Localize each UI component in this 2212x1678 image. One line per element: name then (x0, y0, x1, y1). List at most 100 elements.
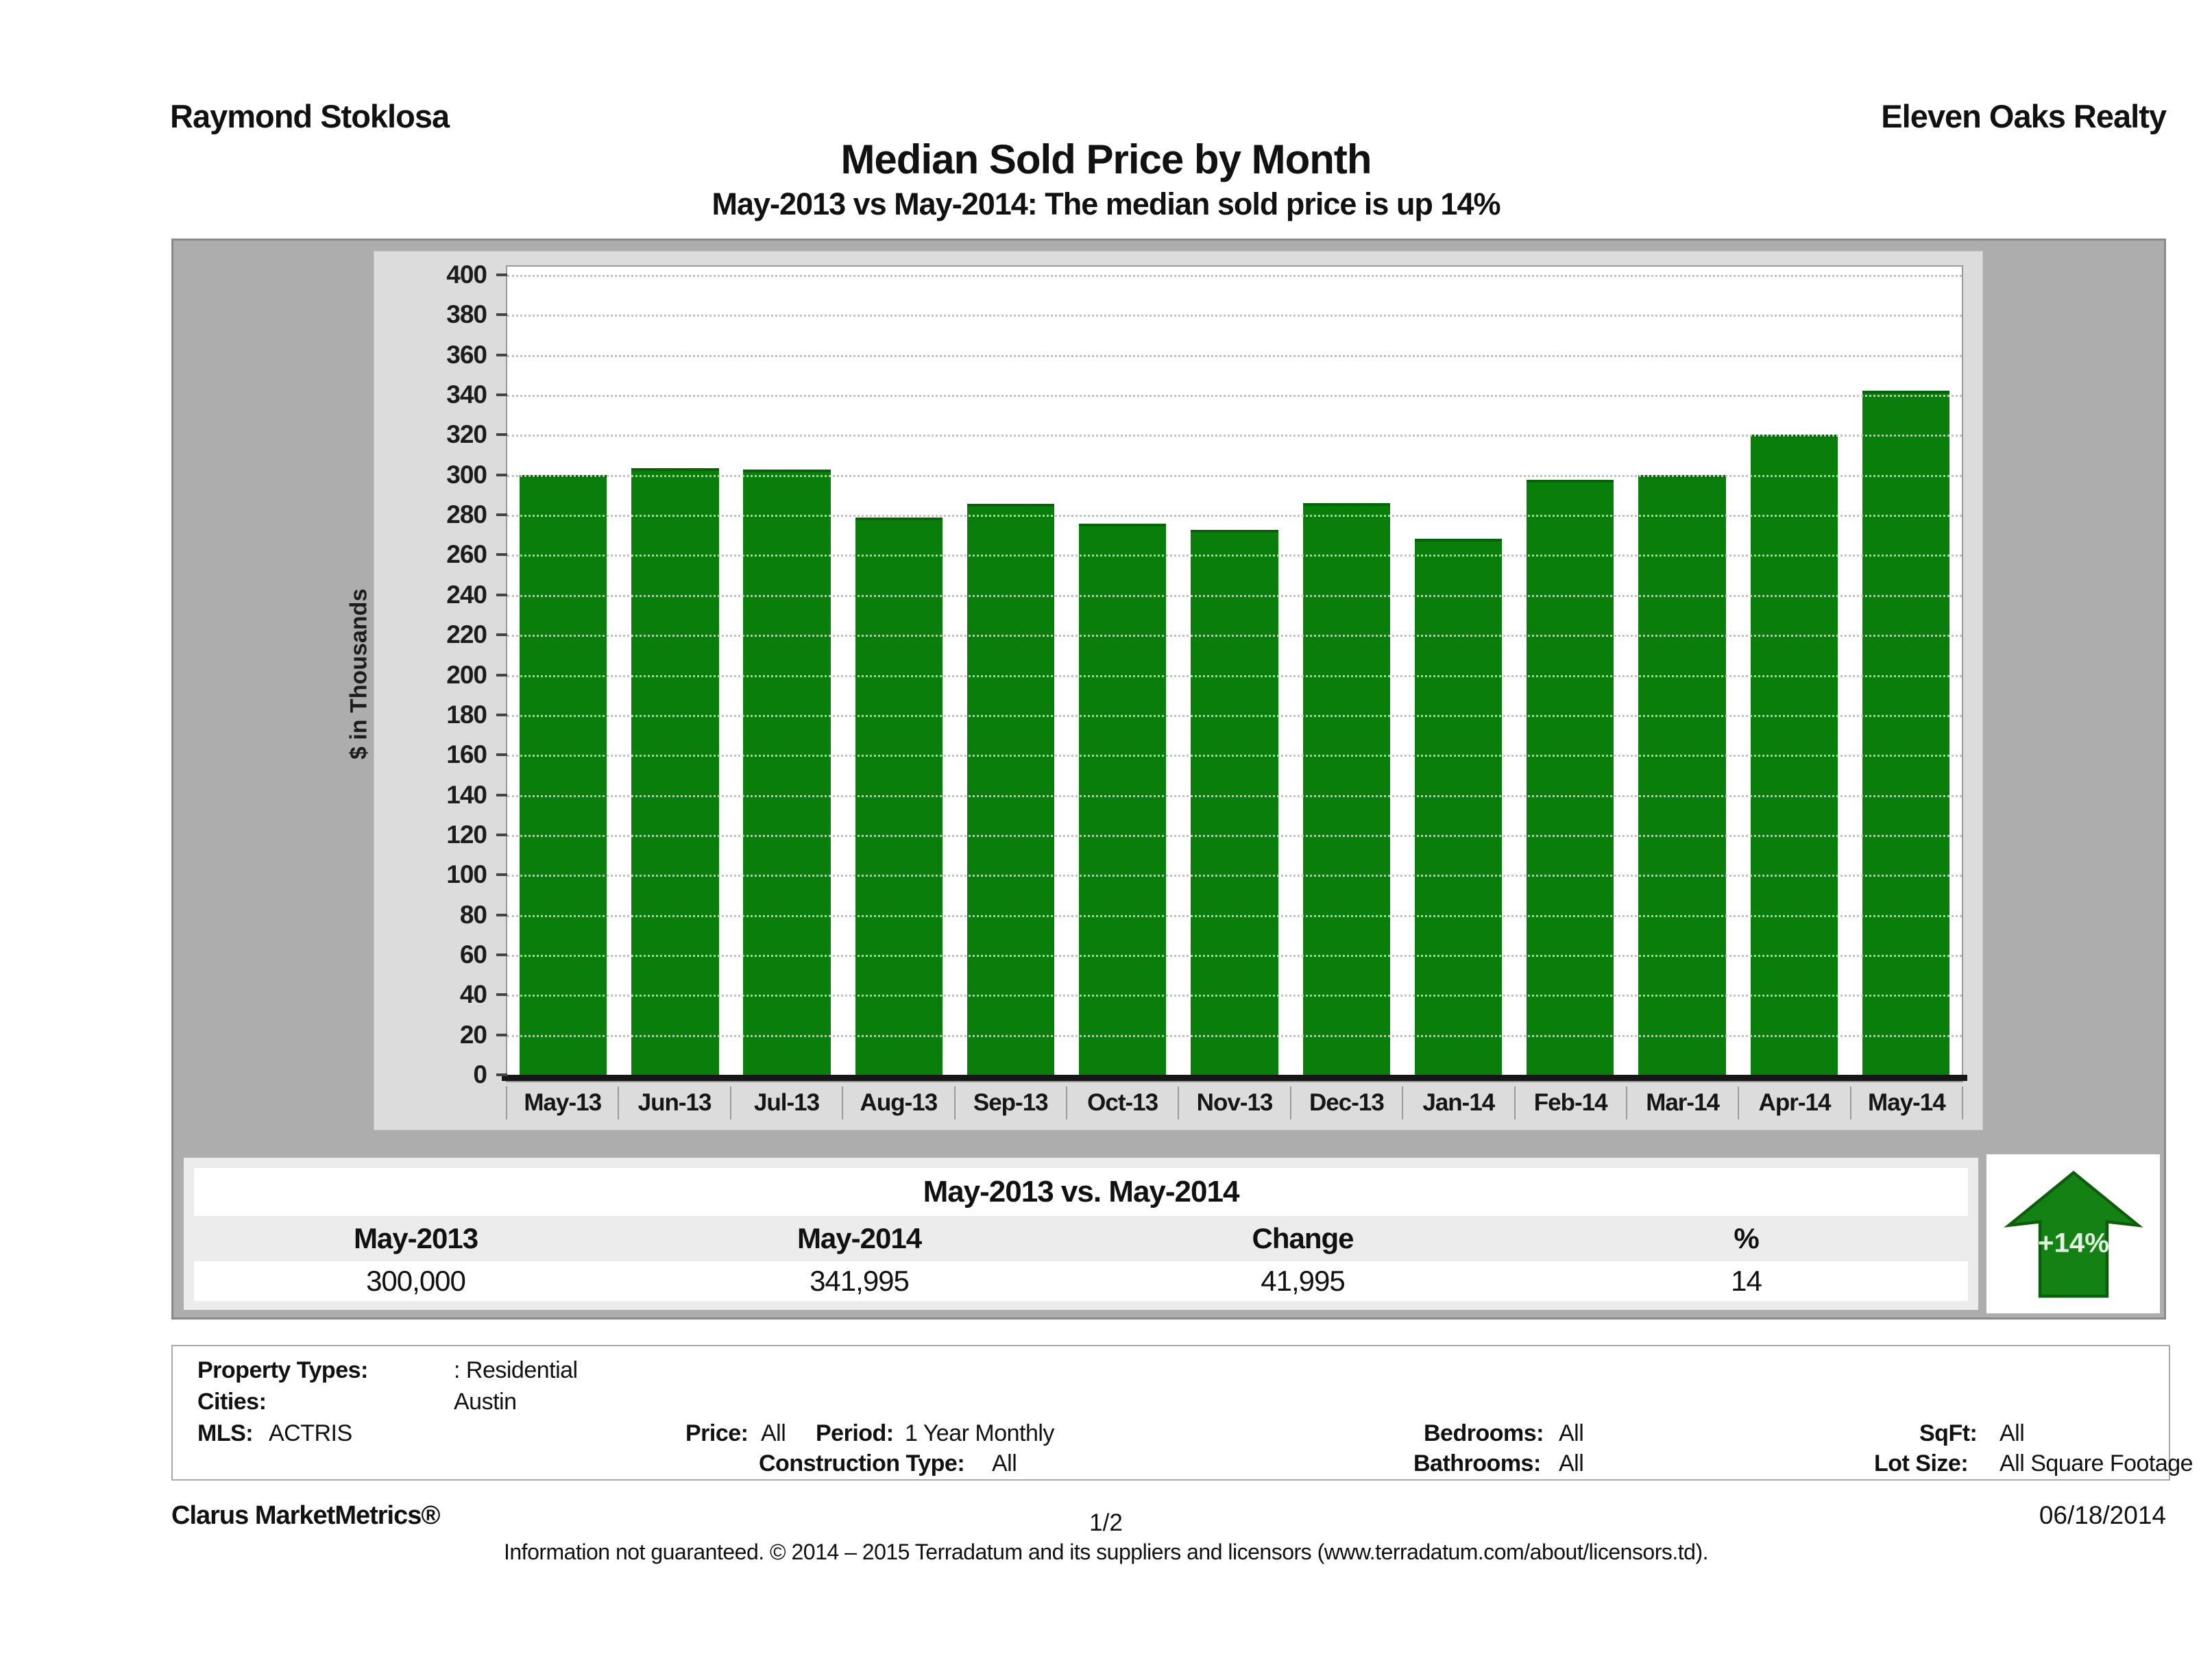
y-tick-mark-240 (496, 593, 507, 596)
y-tick-mark-20 (496, 1033, 507, 1036)
gridline-60 (507, 954, 1962, 957)
summary-col-value-1: 341,995 (810, 1265, 910, 1297)
plot-area: $ in Thousands 0 20 40 60 80 100 120 140 160 180 2… (346, 262, 1967, 1088)
y-tick-mark-180 (496, 713, 507, 716)
chart-frame: $ in Thousands 0 20 40 60 80 100 120 140 160 180 2… (171, 239, 2166, 1320)
bar-slot-Jun-13 (619, 267, 731, 1075)
x-tick-label-Dec-13: Dec-13 (1291, 1086, 1404, 1119)
bar-Jul-13 (743, 470, 831, 1075)
y-tick-label-0: 0 (473, 1060, 487, 1089)
disclaimer-text: Information not guaranteed. © 2014 – 201… (503, 1540, 1709, 1564)
construction-label: Construction Type: (759, 1450, 965, 1476)
bars-row (507, 267, 1962, 1075)
y-tick-label-160: 160 (446, 740, 487, 769)
gridline-200 (507, 674, 1962, 677)
y-axis-title: $ in Thousands (345, 588, 372, 759)
up-arrow-icon: +14% (2003, 1170, 2143, 1298)
gridline-260 (507, 555, 1962, 557)
x-tick-label-Mar-14: Mar-14 (1627, 1086, 1740, 1119)
gridline-40 (507, 995, 1962, 997)
y-tick-label-220: 220 (446, 620, 487, 649)
y-tick-label-300: 300 (446, 460, 487, 489)
gridline-400 (507, 275, 1962, 277)
y-tick-label-180: 180 (446, 700, 487, 729)
summary-col-header-0: May-2013 (353, 1222, 478, 1254)
x-tick-label-Oct-13: Oct-13 (1067, 1086, 1180, 1119)
y-tick-label-260: 260 (446, 540, 487, 569)
period-value: 1 Year Monthly (905, 1420, 1054, 1446)
y-tick-mark-80 (496, 913, 507, 916)
bar-Dec-13 (1302, 502, 1390, 1075)
y-tick-label-120: 120 (446, 820, 487, 849)
x-tick-label-Nov-13: Nov-13 (1179, 1086, 1291, 1119)
trend-arrow-box: +14% (1986, 1154, 2160, 1313)
bar-slot-Feb-14 (1514, 267, 1626, 1075)
y-tick-label-140: 140 (446, 780, 487, 809)
gridline-120 (507, 834, 1962, 837)
summary-col-value-2: 41,995 (1261, 1265, 1345, 1297)
gridline-160 (507, 755, 1962, 757)
y-tick-label-20: 20 (459, 1020, 487, 1049)
x-tick-label-Jul-13: Jul-13 (731, 1086, 844, 1119)
x-tick-label-Feb-14: Feb-14 (1516, 1086, 1627, 1119)
gridline-320 (507, 435, 1962, 437)
bar-slot-Sep-13 (955, 267, 1067, 1075)
summary-col-header-2: Change (1252, 1222, 1354, 1254)
price-value: All (761, 1420, 786, 1446)
summary-table-headers: May-2013 May-2014 Change% (194, 1216, 1968, 1261)
bar-Oct-13 (1079, 524, 1167, 1075)
summary-col-header-3: % (1734, 1222, 1759, 1254)
y-tick-label-320: 320 (446, 420, 487, 449)
x-axis-labels: May-13 Jun-13 Jul-13 Aug-13 Sep-13 Oct-13 Nov-… (506, 1086, 1964, 1119)
gridline-340 (507, 395, 1962, 398)
x-tick-label-Jun-13: Jun-13 (619, 1086, 731, 1119)
gridline-20 (507, 1034, 1962, 1037)
bar-Mar-14 (1638, 474, 1726, 1075)
summary-col-value-0: 300,000 (366, 1265, 466, 1297)
bar-slot-Jul-13 (731, 267, 842, 1075)
bar-slot-May-14 (1850, 267, 1962, 1075)
property-types-value: : Residential (454, 1357, 578, 1383)
bathrooms-value: All (1559, 1450, 1584, 1476)
y-tick-label-40: 40 (459, 980, 487, 1009)
sqft-value: All (2000, 1420, 2025, 1446)
gridline-80 (507, 914, 1962, 917)
trend-arrow-label: +14% (2037, 1227, 2108, 1258)
summary-table: May-2013 vs. May-2014 May-2013 May-2014 Ch… (184, 1158, 1978, 1310)
gridline-100 (507, 875, 1962, 877)
y-tick-label-380: 380 (446, 300, 487, 329)
period-label: Period: (816, 1420, 894, 1446)
y-tick-label-80: 80 (459, 900, 487, 929)
y-tick-mark-60 (496, 953, 507, 956)
bedrooms-value: All (1559, 1420, 1584, 1446)
y-tick-mark-160 (496, 753, 507, 757)
agent-name: Raymond Stoklosa (170, 98, 450, 134)
price-label: Price: (685, 1420, 749, 1446)
mls-value: ACTRIS (269, 1420, 352, 1446)
bar-slot-Oct-13 (1067, 267, 1178, 1075)
y-tick-mark-260 (496, 553, 507, 557)
x-tick-label-Apr-14: Apr-14 (1739, 1086, 1851, 1119)
x-tick-label-May-14: May-14 (1851, 1086, 1964, 1119)
bar-slot-May-13 (507, 267, 619, 1075)
sqft-label: SqFt: (1919, 1420, 1978, 1446)
x-tick-label-Aug-13: Aug-13 (843, 1086, 956, 1119)
y-tick-mark-360 (496, 353, 507, 356)
bar-slot-Nov-13 (1178, 267, 1290, 1075)
cities-label: Cities: (197, 1389, 267, 1415)
y-tick-mark-280 (496, 513, 507, 517)
y-tick-mark-220 (496, 633, 507, 637)
y-tick-mark-0 (496, 1073, 507, 1076)
bar-Sep-13 (967, 504, 1055, 1075)
summary-col-header-1: May-2014 (797, 1222, 922, 1254)
report-date: 06/18/2014 (2039, 1501, 2166, 1529)
y-tick-mark-300 (496, 473, 507, 476)
bar-Jan-14 (1414, 539, 1503, 1075)
brokerage-name: Eleven Oaks Realty (1881, 98, 2167, 134)
x-tick-label-Sep-13: Sep-13 (956, 1086, 1067, 1119)
cities-value: Austin (454, 1389, 517, 1415)
gridline-360 (507, 354, 1962, 357)
y-tick-label-100: 100 (446, 860, 487, 889)
y-tick-mark-140 (496, 793, 507, 797)
y-tick-mark-40 (496, 993, 507, 997)
